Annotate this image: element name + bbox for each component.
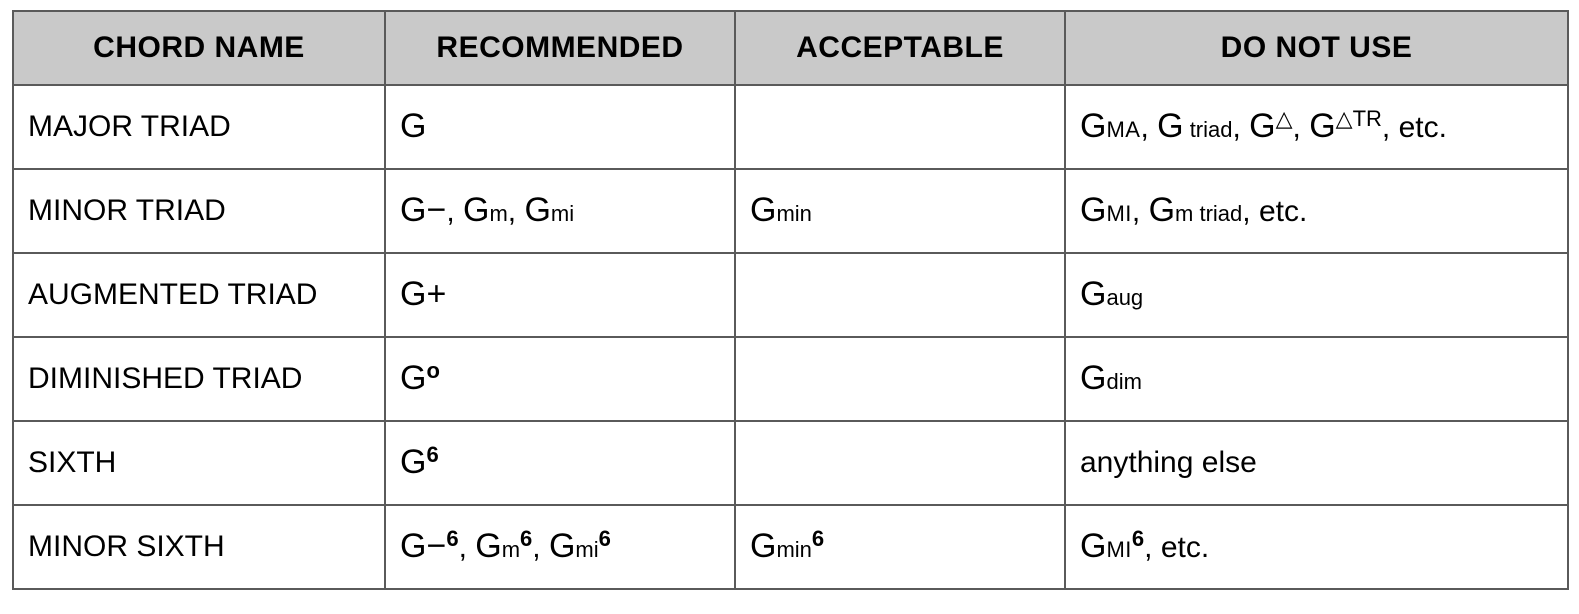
chord-symbol: G− <box>400 195 446 228</box>
table-row: SIXTH G6 anything else <box>13 421 1568 505</box>
chord-symbol: Gdim <box>1080 363 1142 396</box>
table-row: MINOR SIXTHG−6, Gm6, Gmi6 Gmin6 GMI6, etc. <box>13 505 1568 589</box>
chord-symbol: etc. <box>1399 111 1447 144</box>
table-cell: G+ <box>385 253 735 337</box>
chord-symbol: etc. <box>1161 531 1209 564</box>
chord-name-cell: MINOR TRIAD <box>13 169 385 253</box>
chord-symbol: G triad <box>1157 111 1232 144</box>
table-cell <box>735 337 1065 421</box>
chord-name-cell: SIXTH <box>13 421 385 505</box>
table-cell: Gdim <box>1065 337 1568 421</box>
chord-name-cell: DIMINISHED TRIAD <box>13 337 385 421</box>
chord-symbol: G6 <box>400 447 439 480</box>
table-row: MINOR TRIADG−, Gm, Gmi Gmin GMI, Gm triad,… <box>13 169 1568 253</box>
chord-name-cell: AUGMENTED TRIAD <box>13 253 385 337</box>
table-cell: G6 <box>385 421 735 505</box>
chord-symbol-table: CHORD NAME RECOMMENDED ACCEPTABLE DO NOT… <box>12 10 1569 590</box>
chord-symbol: GMA <box>1080 111 1140 144</box>
chord-symbol: Gm <box>463 195 508 228</box>
col-header-chord-name: CHORD NAME <box>13 11 385 85</box>
chord-symbol: anything else <box>1080 446 1257 479</box>
table-cell <box>735 253 1065 337</box>
chord-symbol: G△ <box>1249 111 1292 144</box>
table-row: AUGMENTED TRIAD G+ Gaug <box>13 253 1568 337</box>
table-cell: G <box>385 85 735 169</box>
chord-symbol: Gm triad <box>1149 195 1243 228</box>
table-cell: Gmin <box>735 169 1065 253</box>
col-header-acceptable: ACCEPTABLE <box>735 11 1065 85</box>
chord-symbol: Gmi <box>524 195 574 228</box>
table-row: DIMINISHED TRIAD Go Gdim <box>13 337 1568 421</box>
chord-symbol: Gaug <box>1080 279 1143 312</box>
table-cell <box>735 85 1065 169</box>
col-header-do-not-use: DO NOT USE <box>1065 11 1568 85</box>
table-cell: G−, Gm, Gmi <box>385 169 735 253</box>
chord-symbol: GMI <box>1080 195 1132 228</box>
chord-symbol: GMI6 <box>1080 531 1144 564</box>
table-cell: Gmin6 <box>735 505 1065 589</box>
table-row: MAJOR TRIAD G GMA, G triad, G△, G△TR, etc. <box>13 85 1568 169</box>
table-cell: GMI6, etc. <box>1065 505 1568 589</box>
chord-symbol: Gmin <box>750 195 812 228</box>
table-cell: GMA, G triad, G△, G△TR, etc. <box>1065 85 1568 169</box>
table-header-row: CHORD NAME RECOMMENDED ACCEPTABLE DO NOT… <box>13 11 1568 85</box>
chord-symbol: G−6 <box>400 531 459 564</box>
table-cell: anything else <box>1065 421 1568 505</box>
table-cell: G−6, Gm6, Gmi6 <box>385 505 735 589</box>
chord-symbol: Gmin6 <box>750 531 824 564</box>
chord-symbol: etc. <box>1259 195 1307 228</box>
table-cell: Go <box>385 337 735 421</box>
chord-symbol: Gm6 <box>475 531 532 564</box>
chord-name-cell: MAJOR TRIAD <box>13 85 385 169</box>
chord-symbol: G△TR <box>1309 111 1382 144</box>
table-cell: GMI, Gm triad, etc. <box>1065 169 1568 253</box>
chord-symbol: G <box>400 111 426 144</box>
col-header-recommended: RECOMMENDED <box>385 11 735 85</box>
chord-symbol: G+ <box>400 279 446 312</box>
chord-symbol: Gmi6 <box>549 531 611 564</box>
table-cell <box>735 421 1065 505</box>
chord-symbol: Go <box>400 363 440 396</box>
chord-name-cell: MINOR SIXTH <box>13 505 385 589</box>
table-cell: Gaug <box>1065 253 1568 337</box>
